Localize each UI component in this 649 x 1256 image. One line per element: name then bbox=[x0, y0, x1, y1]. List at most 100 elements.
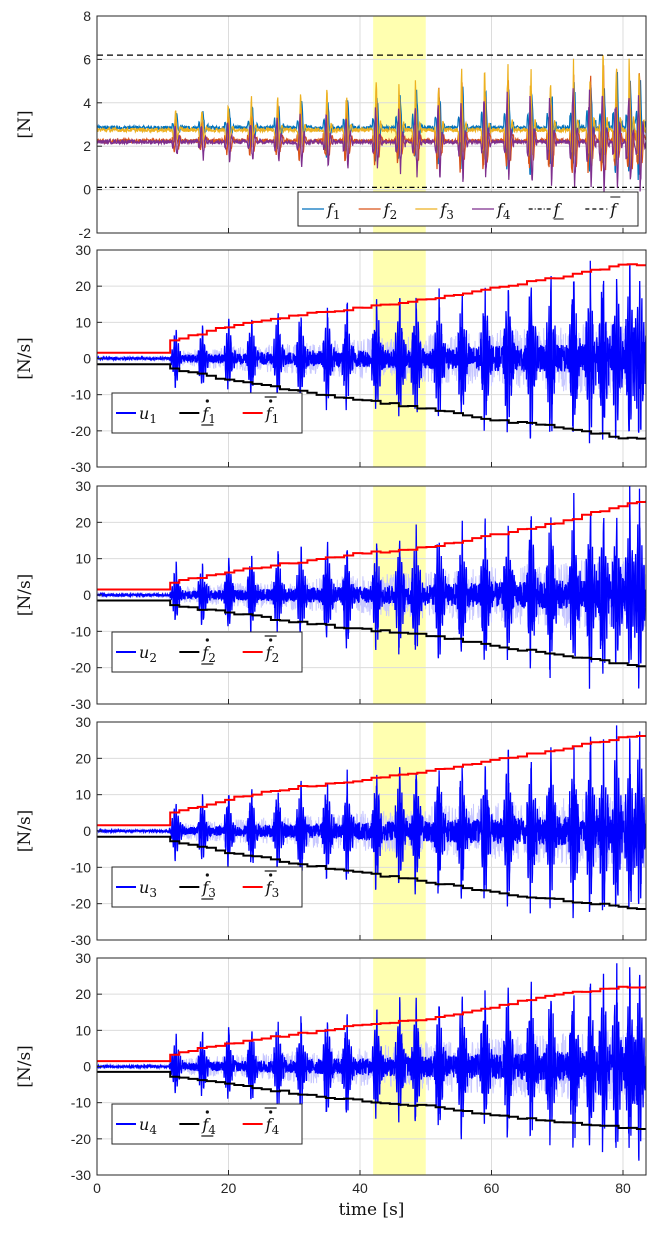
y-tick-label: 10 bbox=[75, 1022, 91, 1038]
y-tick-label: -10 bbox=[71, 623, 91, 639]
series-line bbox=[97, 88, 646, 193]
legend: u1 f1 f1 bbox=[111, 392, 303, 434]
y-tick-label: 0 bbox=[83, 823, 91, 839]
series-line bbox=[97, 500, 646, 591]
series-line bbox=[97, 363, 646, 440]
y-tick-label: 20 bbox=[75, 750, 91, 766]
y-tick-label: -20 bbox=[71, 660, 91, 676]
panel-2: -30 -20 -10 0 10 20 30 [N/s] u1 f1 f1 bbox=[15, 242, 647, 475]
x-tick-label: 60 bbox=[484, 1180, 500, 1196]
y-tick-label: 0 bbox=[83, 587, 91, 603]
legend-dot bbox=[205, 638, 209, 642]
plot-area bbox=[97, 963, 646, 1161]
legend: u3 f3 f3 bbox=[111, 866, 303, 908]
x-tick-label: 20 bbox=[221, 1180, 237, 1196]
series-line bbox=[97, 260, 646, 444]
series-line bbox=[97, 963, 646, 1161]
y-tick-label: 2 bbox=[83, 138, 91, 154]
series-line bbox=[97, 835, 646, 910]
axes-box bbox=[96, 15, 647, 234]
legend-subscript: 2 bbox=[149, 651, 157, 665]
y-tick-label: -30 bbox=[71, 696, 91, 712]
panel-3: -30 -20 -10 0 10 20 30 [N/s] u2 f2 f2 bbox=[15, 478, 647, 712]
legend-subscript: 1 bbox=[272, 412, 280, 426]
y-tick-label: 10 bbox=[75, 314, 91, 330]
y-tick-label: -20 bbox=[71, 1131, 91, 1147]
legend-dot bbox=[205, 1110, 209, 1114]
x-tick-label: 0 bbox=[93, 1180, 101, 1196]
legend-label: f bbox=[553, 200, 563, 219]
x-axis-label: time [s] bbox=[339, 1200, 405, 1220]
legend: u4 f4 f4 bbox=[111, 1103, 303, 1145]
legend-dot bbox=[205, 399, 209, 403]
series-line bbox=[97, 985, 646, 1063]
legend-subscript: 3 bbox=[149, 886, 157, 900]
series-line bbox=[97, 71, 646, 181]
panel-5: -30 -20 -10 0 10 20 30 0 20 40 60 80 [N/s] time [s] u4… bbox=[15, 950, 647, 1220]
legend-subscript: 2 bbox=[272, 651, 280, 665]
legend-subscript: 1 bbox=[149, 412, 157, 426]
y-axis-label: [N/s] bbox=[15, 1045, 35, 1088]
y-tick-label: 30 bbox=[75, 714, 91, 730]
legend-subscript: 3 bbox=[208, 886, 216, 900]
series-line bbox=[97, 65, 646, 174]
y-tick-label: 30 bbox=[75, 950, 91, 966]
legend-subscript: 4 bbox=[208, 1123, 216, 1137]
y-tick-label: 20 bbox=[75, 514, 91, 530]
legend-dot bbox=[205, 873, 209, 877]
x-tick-label: 80 bbox=[615, 1180, 631, 1196]
legend-dot bbox=[269, 399, 273, 403]
panel-4: -30 -20 -10 0 10 20 30 [N/s] u3 f3 f3 bbox=[15, 714, 647, 948]
y-tick-label: 4 bbox=[83, 95, 91, 111]
y-axis-label: [N/s] bbox=[15, 810, 35, 853]
y-tick-label: 8 bbox=[83, 8, 91, 24]
legend: f1 f2 f3 f4 f f bbox=[297, 191, 639, 227]
y-tick-label: -30 bbox=[71, 932, 91, 948]
y-tick-label: -30 bbox=[71, 1167, 91, 1183]
series-line bbox=[97, 1070, 646, 1130]
legend-box bbox=[297, 191, 639, 227]
legend-subscript: 4 bbox=[149, 1123, 157, 1137]
series-line bbox=[97, 263, 646, 354]
y-tick-label: 30 bbox=[75, 478, 91, 494]
y-tick-label: -20 bbox=[71, 896, 91, 912]
legend-subscript: 4 bbox=[503, 208, 511, 222]
y-axis-label: [N/s] bbox=[15, 337, 35, 380]
y-axis-label: [N] bbox=[15, 110, 35, 138]
y-tick-label: -2 bbox=[79, 225, 92, 241]
series-line bbox=[97, 735, 646, 827]
legend-dot bbox=[269, 1110, 273, 1114]
y-tick-label: 10 bbox=[75, 551, 91, 567]
series-line bbox=[97, 725, 646, 919]
legend-subscript: 3 bbox=[272, 886, 280, 900]
y-tick-label: -10 bbox=[71, 387, 91, 403]
legend-subscript: 2 bbox=[390, 208, 398, 222]
y-tick-label: 0 bbox=[83, 1059, 91, 1075]
y-tick-label: 0 bbox=[83, 182, 91, 198]
series-line bbox=[97, 55, 646, 169]
y-tick-label: -20 bbox=[71, 423, 91, 439]
y-tick-label: -30 bbox=[71, 459, 91, 475]
legend-subscript: 2 bbox=[208, 651, 216, 665]
legend-dot bbox=[269, 873, 273, 877]
legend: u2 f2 f2 bbox=[111, 631, 303, 673]
legend-subscript: 4 bbox=[272, 1123, 280, 1137]
y-tick-label: 0 bbox=[83, 351, 91, 367]
y-tick-label: 6 bbox=[83, 51, 91, 67]
y-tick-label: 20 bbox=[75, 278, 91, 294]
plot-area bbox=[97, 54, 646, 193]
plot-area bbox=[97, 260, 646, 444]
legend-subscript: 1 bbox=[208, 412, 216, 426]
plot-area bbox=[97, 725, 646, 919]
y-tick-label: 30 bbox=[75, 242, 91, 258]
x-tick-label: 40 bbox=[352, 1180, 368, 1196]
y-tick-label: -10 bbox=[71, 1095, 91, 1111]
series-line bbox=[97, 486, 646, 689]
legend-label: f bbox=[609, 200, 619, 219]
legend-dot bbox=[269, 638, 273, 642]
series-line bbox=[97, 599, 646, 668]
y-axis-label: [N/s] bbox=[15, 574, 35, 617]
y-tick-label: -10 bbox=[71, 859, 91, 875]
